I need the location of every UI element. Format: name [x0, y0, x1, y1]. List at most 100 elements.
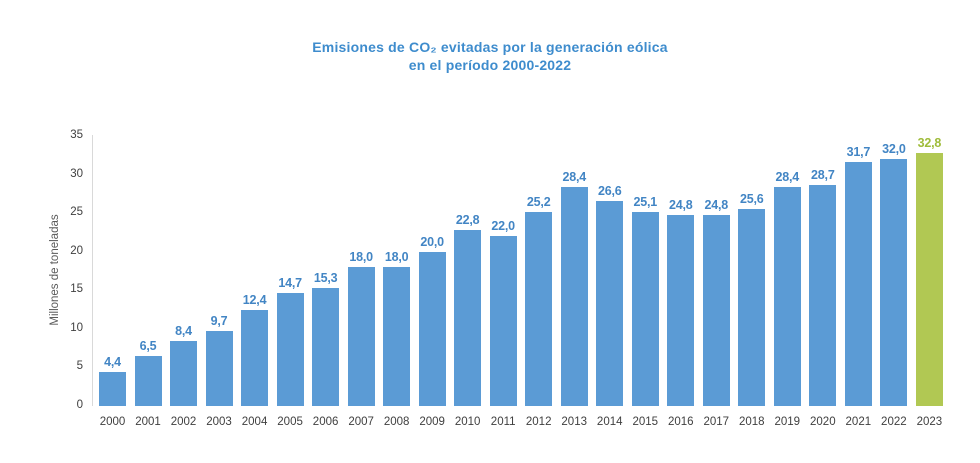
x-tick-label: 2000 [99, 416, 126, 428]
x-tick-label: 2013 [561, 416, 587, 428]
bar-value-label: 12,4 [242, 293, 267, 308]
x-tick-label: 2006 [312, 416, 339, 428]
bar-value-label: 6,5 [139, 338, 157, 353]
bar [134, 355, 162, 406]
bar-column: 14,7 2005 [276, 135, 304, 428]
bar [596, 200, 624, 406]
x-tick-label: 2012 [525, 416, 552, 428]
bar-value-label: 31,7 [846, 144, 871, 159]
bar-value-label: 20,0 [420, 234, 444, 249]
bar-value-label: 18,0 [384, 250, 409, 265]
y-tick-label: 15 [70, 283, 83, 296]
bar-value-label: 28,7 [811, 167, 835, 182]
bar [312, 288, 340, 406]
bar [276, 292, 304, 406]
x-tick-label: 2005 [277, 416, 303, 428]
bar [99, 372, 126, 406]
bar-value-label: 9,7 [210, 314, 228, 329]
x-tick-label: 2003 [206, 416, 232, 428]
bar-value-label: 22,0 [491, 219, 515, 234]
bar-column: 22,8 2010 [454, 135, 482, 428]
x-tick-label: 2001 [135, 416, 161, 428]
bar [773, 186, 801, 406]
x-tick-label: 2009 [419, 416, 445, 428]
bar-column: 28,4 2019 [773, 135, 801, 428]
y-tick-label: 30 [70, 167, 83, 180]
bar [241, 310, 269, 406]
bar-column: 25,2 2012 [525, 135, 553, 428]
bar-column: 12,4 2004 [241, 135, 269, 428]
bar-column: 4,4 2000 [99, 135, 126, 428]
y-tick-label: 5 [76, 360, 83, 373]
bar-column: 28,4 2013 [560, 135, 588, 428]
bar-value-label: 25,1 [633, 195, 657, 210]
bar [454, 230, 482, 406]
x-tick-label: 2015 [632, 416, 659, 428]
x-tick-label: 2017 [703, 416, 730, 428]
chart-title-line2: en el período 2000-2022 [408, 57, 572, 73]
bar-column: 8,4 2002 [170, 135, 198, 428]
chart-title-line1: Emisiones de CO₂ evitadas por la generac… [312, 39, 668, 55]
bar-value-label: 32,8 [917, 136, 942, 150]
x-tick-label: 2020 [810, 416, 836, 428]
x-tick-label: 2022 [881, 416, 907, 428]
x-tick-label: 2021 [845, 416, 872, 428]
bar [205, 331, 233, 406]
x-tick-label: 2019 [774, 416, 801, 428]
y-axis-title: Millones de toneladas [49, 214, 61, 326]
y-tick-label: 35 [70, 129, 83, 141]
bar-value-label: 25,2 [526, 194, 551, 209]
bar [702, 214, 730, 406]
bar [418, 251, 446, 406]
y-tick-label: 20 [70, 244, 83, 257]
x-tick-label: 2014 [596, 416, 623, 428]
bar-column: 31,7 2021 [844, 135, 872, 428]
bar-value-label: 4,4 [104, 355, 121, 370]
bar-column: 18,0 2007 [347, 135, 375, 428]
y-tick-label: 10 [70, 321, 83, 334]
bar-column: 26,6 2014 [596, 135, 624, 428]
bar [915, 153, 943, 406]
bar [880, 159, 908, 406]
bar-column: 28,7 2020 [809, 135, 837, 428]
x-tick-label: 2023 [916, 416, 943, 428]
bar [844, 161, 872, 406]
bar-column: 25,1 2015 [631, 135, 659, 428]
bar-value-label: 28,4 [775, 169, 800, 184]
bar [738, 208, 766, 406]
x-tick-label: 2016 [667, 416, 694, 428]
bar-column: 24,8 2016 [667, 135, 695, 428]
bar-value-label: 28,4 [562, 169, 586, 184]
bar [560, 186, 588, 406]
y-tick-label: 0 [76, 399, 83, 411]
x-tick-label: 2011 [490, 416, 516, 428]
plot-area: 0 5 10 15 20 25 30 35 4,4 2000 6,5 2001 8,4 2002 9,7 20… [70, 129, 947, 428]
bar-value-label: 26,6 [597, 183, 622, 198]
x-tick-label: 2010 [454, 416, 481, 428]
bar [631, 212, 659, 406]
bar-column: 25,6 2018 [738, 135, 766, 428]
bar [383, 267, 411, 406]
bar-value-label: 24,8 [668, 197, 693, 212]
bar-value-label: 24,8 [704, 197, 729, 212]
bar-value-label: 25,6 [740, 191, 764, 206]
x-tick-label: 2018 [738, 416, 765, 428]
bar [489, 236, 517, 406]
bar-value-label: 8,4 [175, 324, 192, 339]
bar [170, 341, 198, 406]
bar-value-label: 14,7 [278, 275, 302, 290]
bar-column: 20,0 2009 [418, 135, 446, 428]
bar-column: 32,0 2022 [880, 135, 908, 428]
x-tick-label: 2004 [241, 416, 268, 428]
bar-column: 9,7 2003 [205, 135, 233, 428]
bar-column: 32,8 2023 [915, 135, 943, 428]
bar-column: 6,5 2001 [134, 135, 162, 428]
bar-column: 15,3 2006 [312, 135, 340, 428]
bar-column: 24,8 2017 [702, 135, 730, 428]
bar-value-label: 15,3 [313, 271, 338, 285]
bar-column: 18,0 2008 [383, 135, 411, 428]
bar [667, 214, 695, 406]
x-tick-label: 2007 [348, 416, 374, 428]
bar [525, 211, 553, 406]
